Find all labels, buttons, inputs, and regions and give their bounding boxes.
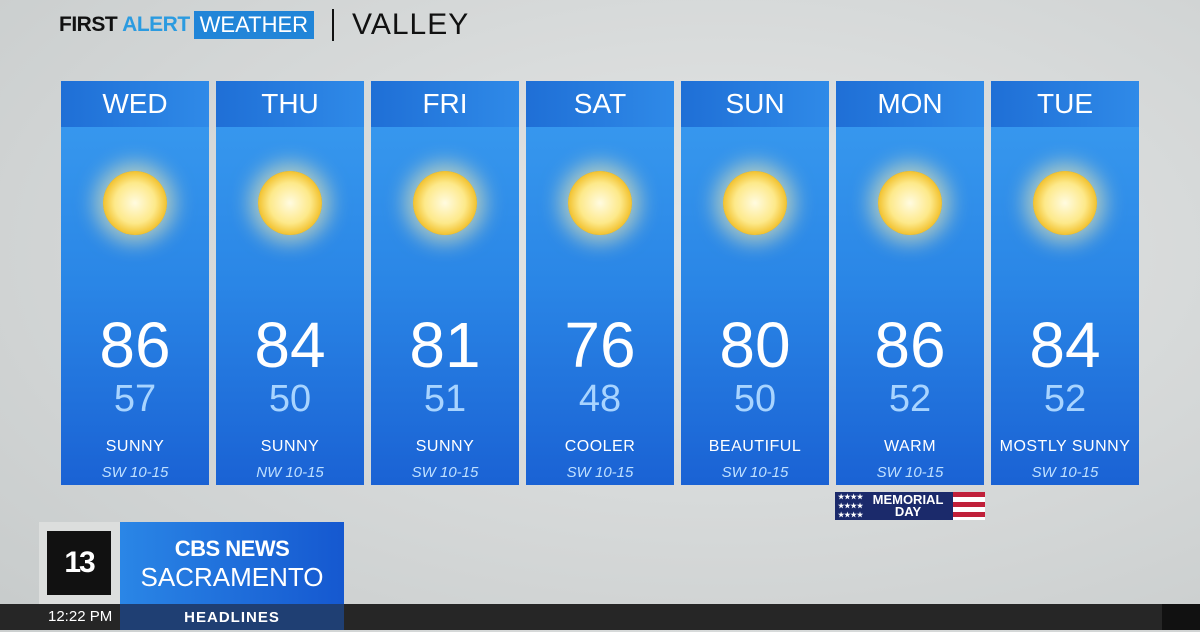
stars-icon: ★★★★ ★★★★ ★★★★	[838, 493, 864, 519]
region-label: VALLEY	[352, 8, 470, 41]
condition: SUNNY	[105, 438, 165, 455]
brand-first: FIRST	[59, 13, 118, 36]
wind: SW 10-15	[411, 464, 479, 481]
day-card-sat: SAT 76 48 COOLER SW 10-15	[526, 81, 674, 485]
low-temp: 52	[888, 378, 932, 420]
network-name: CBS NEWS	[174, 536, 290, 561]
low-temp: 50	[268, 378, 312, 420]
channel-logo: 13	[39, 522, 120, 604]
city-name: SACRAMENTO	[140, 562, 324, 592]
low-temp: 51	[423, 378, 467, 420]
sun-icon	[413, 171, 477, 235]
day-label: FRI	[371, 81, 519, 127]
station-brand: CBS NEWS SACRAMENTO	[120, 522, 344, 604]
high-temp: 80	[719, 309, 791, 381]
day-card-tue: TUE 84 52 MOSTLY SUNNY SW 10-15	[991, 81, 1139, 485]
low-temp: 50	[733, 378, 777, 420]
brand-weather: WEATHER	[193, 11, 315, 39]
divider	[332, 9, 335, 41]
sun-icon	[1033, 171, 1097, 235]
day-card-thu: THU 84 50 SUNNY NW 10-15	[216, 81, 364, 485]
sun-icon	[258, 171, 322, 235]
day-card-sun: SUN 80 50 BEAUTIFUL SW 10-15	[681, 81, 829, 485]
holiday-line2: DAY	[894, 504, 922, 519]
condition: BEAUTIFUL	[708, 438, 802, 455]
condition: MOSTLY SUNNY	[999, 438, 1131, 455]
brand-alert: ALERT	[122, 13, 190, 36]
forecast-title: FIRST ALERT WEATHER VALLEY	[59, 8, 470, 41]
wind: SW 10-15	[566, 464, 634, 481]
high-temp: 86	[874, 309, 946, 381]
headlines-label: HEADLINES	[120, 604, 344, 630]
day-label: TUE	[991, 81, 1139, 127]
sun-icon	[723, 171, 787, 235]
wind: SW 10-15	[876, 464, 944, 481]
day-card-fri: FRI 81 51 SUNNY SW 10-15	[371, 81, 519, 485]
condition: COOLER	[564, 438, 636, 455]
wind: SW 10-15	[101, 464, 169, 481]
high-temp: 84	[1029, 309, 1101, 381]
day-label: SUN	[681, 81, 829, 127]
day-label: MON	[836, 81, 984, 127]
condition: SUNNY	[260, 438, 320, 455]
wind: SW 10-15	[1031, 464, 1099, 481]
flag-stripes-icon	[953, 492, 985, 520]
high-temp: 86	[99, 309, 171, 381]
high-temp: 84	[254, 309, 326, 381]
high-temp: 76	[564, 309, 636, 381]
clock: 12:22 PM	[48, 608, 113, 625]
memorial-day-badge: ★★★★ ★★★★ ★★★★ MEMORIAL DAY	[835, 492, 985, 520]
day-label: SAT	[526, 81, 674, 127]
day-label: WED	[61, 81, 209, 127]
sun-icon	[568, 171, 632, 235]
wind: NW 10-15	[256, 464, 324, 481]
wind: SW 10-15	[721, 464, 789, 481]
low-temp: 52	[1043, 378, 1087, 420]
day-card-wed: WED 86 57 SUNNY SW 10-15	[61, 81, 209, 485]
sun-icon	[103, 171, 167, 235]
sun-icon	[878, 171, 942, 235]
cbs-eye-13-icon: 13	[47, 531, 111, 595]
condition: WARM	[883, 438, 937, 455]
day-label: THU	[216, 81, 364, 127]
low-temp: 48	[578, 378, 622, 420]
day-card-mon: MON 86 52 WARM SW 10-15	[836, 81, 984, 485]
holiday-line1: MEMORIAL	[872, 492, 944, 507]
high-temp: 81	[409, 309, 481, 381]
condition: SUNNY	[415, 438, 475, 455]
low-temp: 57	[113, 378, 157, 420]
